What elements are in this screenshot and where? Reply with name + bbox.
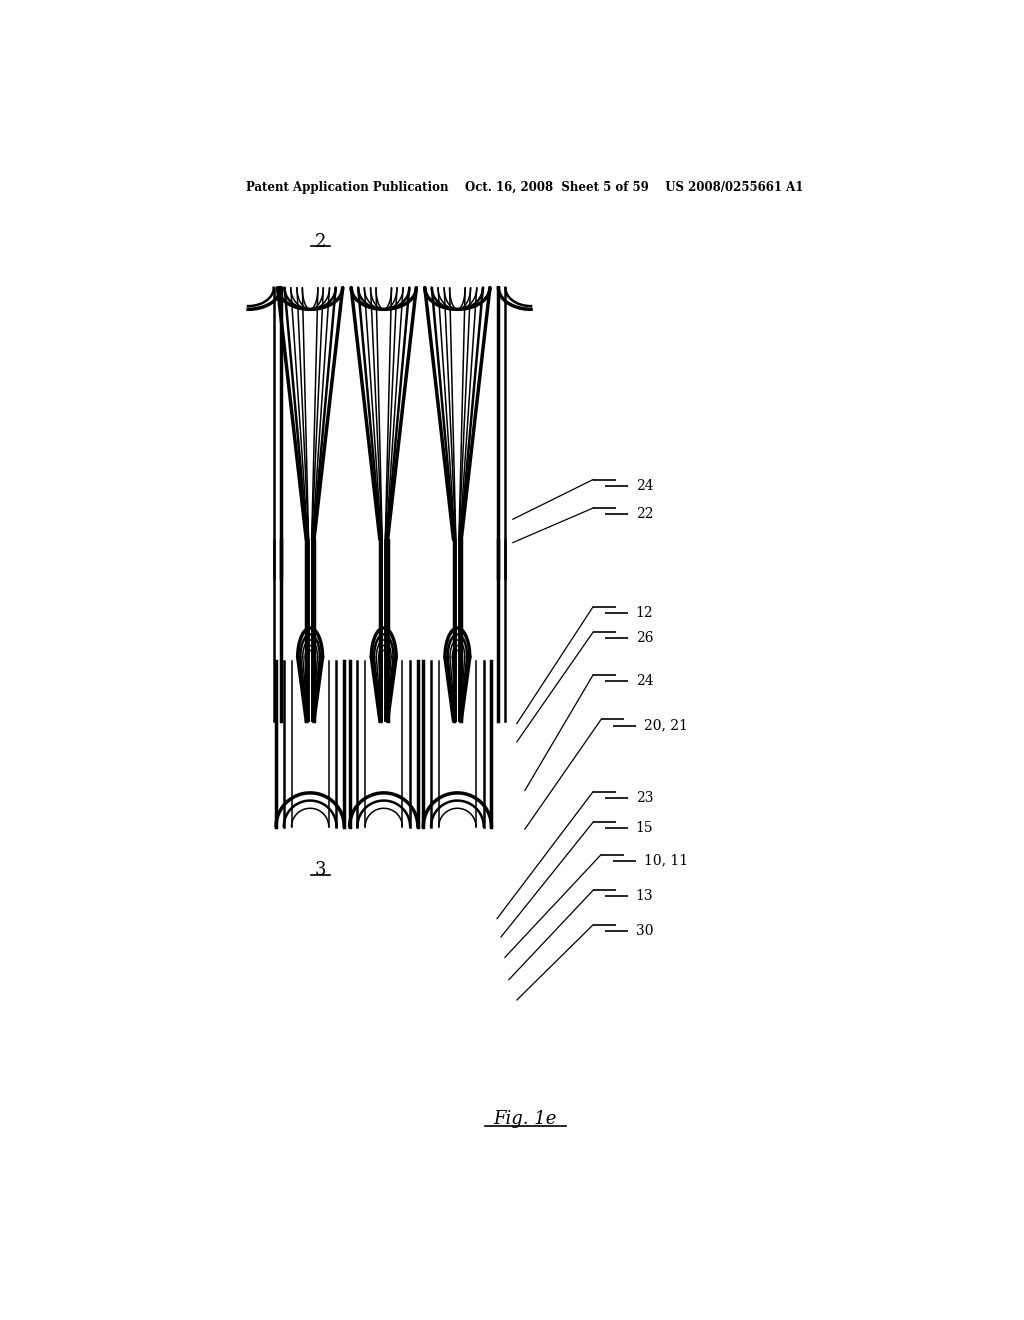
Text: 30: 30 bbox=[636, 924, 653, 939]
Text: 3: 3 bbox=[314, 861, 326, 879]
Text: 23: 23 bbox=[636, 791, 653, 805]
Text: Patent Application Publication    Oct. 16, 2008  Sheet 5 of 59    US 2008/025566: Patent Application Publication Oct. 16, … bbox=[246, 181, 804, 194]
Text: 26: 26 bbox=[636, 631, 653, 645]
Text: 13: 13 bbox=[636, 890, 653, 903]
Text: 2: 2 bbox=[314, 232, 326, 251]
Text: 15: 15 bbox=[636, 821, 653, 836]
Text: 24: 24 bbox=[636, 479, 653, 492]
Text: 24: 24 bbox=[636, 673, 653, 688]
Text: 22: 22 bbox=[636, 507, 653, 521]
Text: 12: 12 bbox=[636, 606, 653, 619]
Text: Fig. 1e: Fig. 1e bbox=[494, 1110, 556, 1129]
Text: 10, 11: 10, 11 bbox=[644, 854, 688, 867]
Text: 20, 21: 20, 21 bbox=[644, 718, 688, 733]
